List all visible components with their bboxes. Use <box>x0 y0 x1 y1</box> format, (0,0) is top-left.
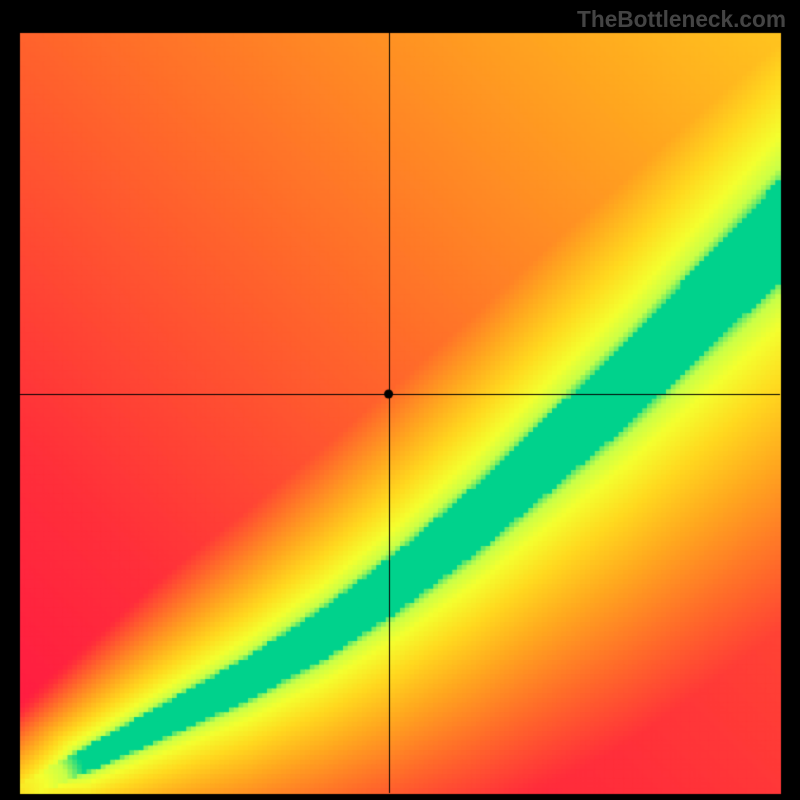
heatmap-canvas <box>0 0 800 800</box>
watermark-text: TheBottleneck.com <box>577 6 786 33</box>
chart-root: TheBottleneck.com <box>0 0 800 800</box>
